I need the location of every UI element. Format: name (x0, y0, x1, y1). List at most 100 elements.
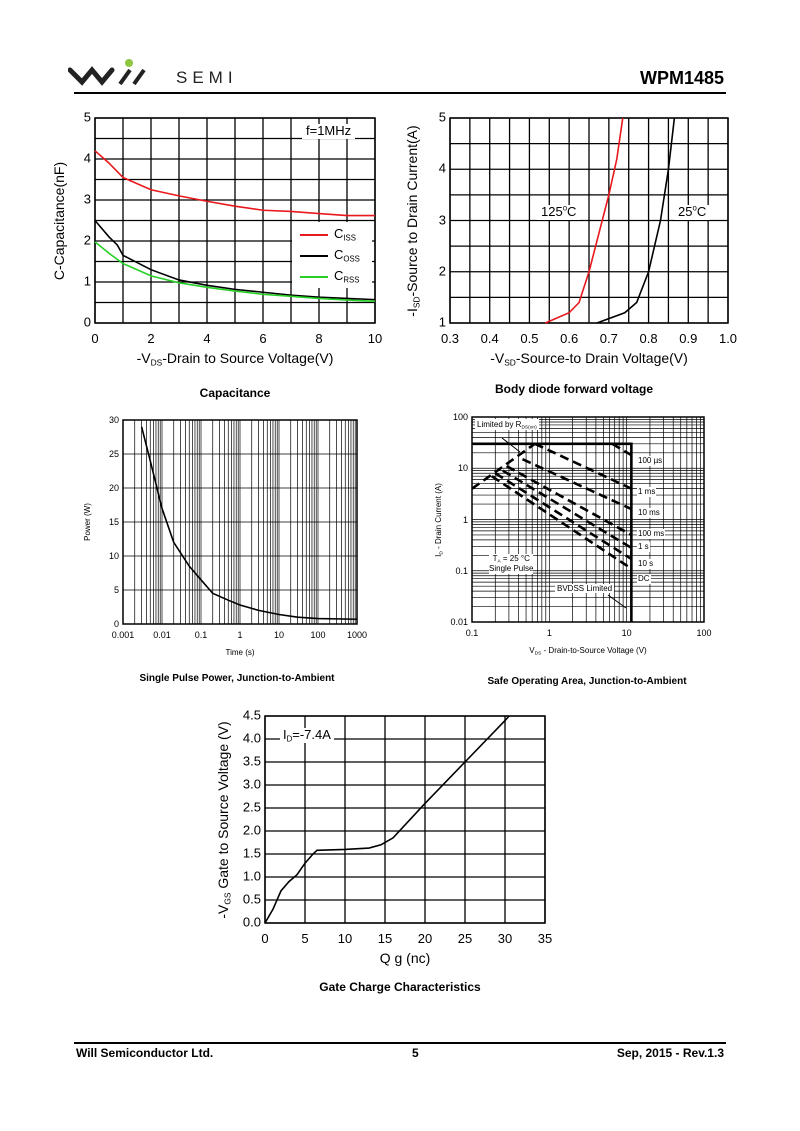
chart-title: Body diode forward voltage (494, 382, 654, 396)
series-line-0 (140, 426, 358, 621)
x-tick-label: 0.1 (194, 630, 208, 640)
y-tick-label: 1 (438, 314, 446, 330)
series-line-5 (505, 464, 632, 537)
y-tick-label: 0 (83, 314, 91, 330)
chart-title: Single Pulse Power, Junction-to-Ambient (139, 673, 335, 684)
soa-curve-label: 100 µs (637, 456, 664, 466)
y-tick-label: 3 (83, 191, 91, 207)
x-tick-label: 0.4 (480, 331, 499, 346)
footer-company: Will Semiconductor Ltd. (76, 1046, 214, 1060)
y-tick-label: 1.0 (242, 868, 261, 884)
series-line-1 (94, 219, 376, 301)
y-tick-label: 2.5 (242, 799, 261, 815)
y-tick-label: 10 (457, 463, 468, 474)
x-tick-label: 0.5 (520, 331, 539, 346)
x-tick-label: 25 (457, 931, 473, 946)
legend-label: C (334, 268, 344, 283)
arrow-rds (501, 437, 521, 453)
soa-curve-label: 10 ms (637, 508, 661, 518)
footer-date-rev: Sep, 2015 - Rev.1.3 (616, 1046, 724, 1060)
x-tick-label: 100 (310, 630, 326, 640)
y-tick-label: 0 (113, 618, 119, 629)
y-tick-label: 1 (83, 273, 91, 289)
y-tick-label: 0.01 (450, 616, 468, 627)
x-tick-label: 10 (367, 331, 383, 346)
annotation-id: ID=-7.4A (280, 727, 334, 743)
x-tick-label: 1000 (346, 630, 368, 640)
x-tick-label: 1 (237, 630, 243, 640)
legend-swatch (300, 275, 328, 278)
plot-frame (471, 416, 705, 623)
y-axis-label: -ISD-Source to Drain Current(A) (404, 124, 422, 317)
legend: CISS COSS CRSS (292, 222, 372, 288)
chart-title: Capacitance (199, 386, 271, 400)
y-axis-label: Power (W) (83, 503, 92, 541)
plot-frame (264, 715, 546, 924)
y-tick-label: 30 (108, 414, 119, 425)
y-tick-label: 5 (113, 584, 119, 595)
chart-title: Gate Charge Characteristics (319, 980, 481, 994)
annotation-rds-limit: Limited by RDS(on) (475, 419, 539, 431)
y-tick-label: 3.5 (242, 753, 261, 769)
x-tick-label: 1 (546, 628, 552, 638)
will-semi-logo (68, 59, 146, 86)
y-tick-label: 2.0 (242, 822, 261, 838)
series-line-7 (494, 472, 633, 561)
legend-label: C (334, 226, 344, 241)
series-line-1 (471, 442, 536, 490)
x-tick-label: 30 (497, 931, 513, 946)
y-tick-label: 5 (83, 109, 91, 125)
y-axis-label: ID - Drain Current (A) (434, 482, 445, 557)
series-line-6 (502, 469, 633, 549)
x-tick-label: 0.7 (599, 331, 618, 346)
series-line-0 (544, 117, 624, 324)
x-axis-label: VDS - Drain-to-Source Voltage (V) (529, 646, 647, 657)
x-tick-label: 10 (621, 628, 632, 638)
y-tick-label: 1.5 (242, 845, 261, 861)
y-tick-label: 20 (108, 482, 119, 493)
x-tick-label: 0.6 (560, 331, 579, 346)
x-tick-label: 0.01 (153, 630, 171, 640)
series-line-1 (596, 117, 676, 324)
y-tick-label: 4.5 (242, 707, 261, 723)
legend-swatch (300, 254, 328, 257)
x-tick-label: 6 (259, 331, 267, 346)
y-tick-label: 4.0 (242, 730, 261, 746)
y-axis-label: -VGS Gate to Source Voltage (V) (215, 720, 233, 919)
soa-curve-label: 10 s (637, 559, 655, 569)
series-line-0 (264, 715, 510, 924)
soa-curve-label: DC (637, 574, 651, 584)
y-tick-label: 100 (452, 411, 468, 422)
label-125c: 125oC (537, 204, 581, 220)
chart-title: Safe Operating Area, Junction-to-Ambient (487, 676, 687, 687)
y-tick-label: 3.0 (242, 776, 261, 792)
x-tick-label: 0.8 (639, 331, 658, 346)
x-tick-label: 4 (203, 331, 211, 346)
soa-curve-label: 100 ms (637, 529, 666, 539)
y-tick-label: 0.5 (242, 891, 261, 907)
y-tick-label: 0.0 (242, 914, 261, 930)
x-tick-label: 0 (91, 331, 99, 346)
header-rule (74, 92, 726, 94)
logo-text: SEMI (176, 68, 238, 87)
x-tick-label: 0.001 (111, 630, 135, 640)
series-line-2 (94, 241, 376, 303)
y-tick-label: 0.1 (455, 565, 468, 576)
x-tick-label: 100 (696, 628, 712, 638)
y-tick-label: 4 (83, 150, 91, 166)
annotation-bvdss: BVDSS Limited (555, 584, 615, 594)
label-25c: 25oC (674, 204, 711, 220)
x-axis-label: -VDS-Drain to Source Voltage(V) (136, 350, 334, 368)
x-tick-label: 10 (273, 630, 285, 640)
y-tick-label: 2 (83, 232, 91, 248)
plot-frame (122, 419, 358, 625)
y-tick-label: 5 (438, 109, 446, 125)
y-tick-label: 3 (438, 212, 446, 228)
annotation-ta: TA = 25 °C Single Pulse (489, 554, 534, 574)
x-tick-label: 0.1 (465, 628, 479, 638)
series-line-3 (534, 442, 632, 490)
soa-curve-label: 1 s (637, 542, 650, 552)
legend-item: CRSS (300, 268, 359, 284)
soa-curve-label: 1 ms (637, 487, 657, 497)
